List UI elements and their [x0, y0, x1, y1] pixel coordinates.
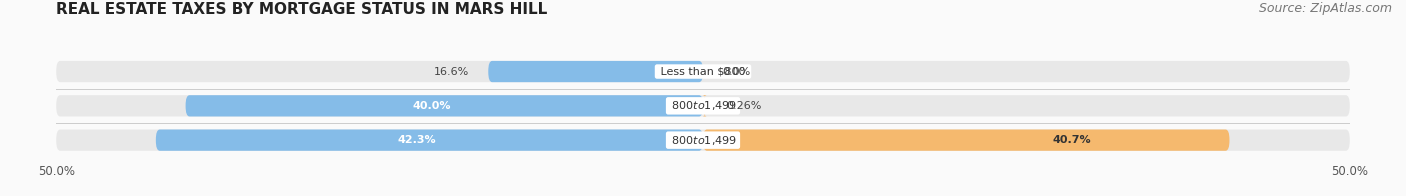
Text: Less than $800: Less than $800 [657, 66, 749, 77]
Text: 42.3%: 42.3% [396, 135, 436, 145]
FancyBboxPatch shape [156, 130, 703, 151]
Text: 40.7%: 40.7% [1052, 135, 1091, 145]
Text: 16.6%: 16.6% [433, 66, 468, 77]
FancyBboxPatch shape [56, 95, 1350, 116]
Text: $800 to $1,499: $800 to $1,499 [668, 99, 738, 112]
Text: Source: ZipAtlas.com: Source: ZipAtlas.com [1258, 2, 1392, 15]
Text: 0.26%: 0.26% [725, 101, 761, 111]
FancyBboxPatch shape [56, 130, 1350, 151]
Text: REAL ESTATE TAXES BY MORTGAGE STATUS IN MARS HILL: REAL ESTATE TAXES BY MORTGAGE STATUS IN … [56, 2, 547, 17]
Text: $800 to $1,499: $800 to $1,499 [668, 134, 738, 147]
Text: 40.0%: 40.0% [412, 101, 450, 111]
FancyBboxPatch shape [703, 130, 1229, 151]
FancyBboxPatch shape [56, 61, 1350, 82]
FancyBboxPatch shape [703, 95, 707, 116]
Text: 0.0%: 0.0% [723, 66, 751, 77]
Legend: Without Mortgage, With Mortgage: Without Mortgage, With Mortgage [568, 193, 838, 196]
FancyBboxPatch shape [186, 95, 703, 116]
FancyBboxPatch shape [488, 61, 703, 82]
